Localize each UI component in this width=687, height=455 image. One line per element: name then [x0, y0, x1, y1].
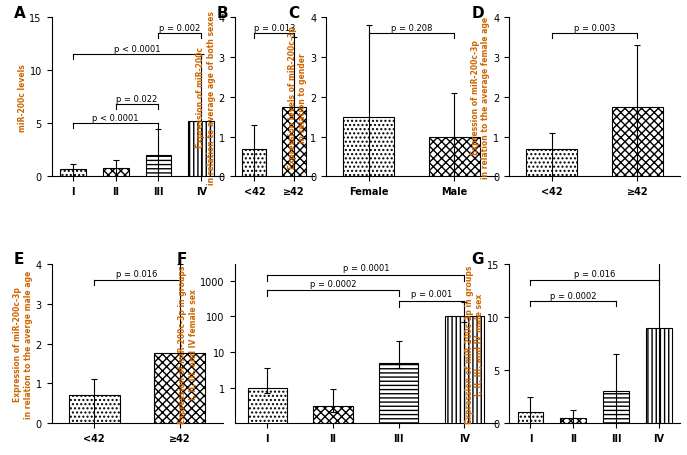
Bar — [611, 107, 663, 177]
Bar — [103, 168, 128, 177]
Bar — [343, 117, 394, 177]
Y-axis label: Expression levels of miR-200c-3p
in relation to gender: Expression levels of miR-200c-3p in rela… — [288, 26, 307, 169]
Bar — [282, 107, 306, 177]
Y-axis label: Expression of miR-200c-3p
in relation to the average female age: Expression of miR-200c-3p in relation to… — [471, 17, 491, 178]
Text: p < 0.0001: p < 0.0001 — [93, 114, 139, 123]
Text: p = 0.0001: p = 0.0001 — [343, 264, 389, 273]
Text: p = 0.208: p = 0.208 — [391, 24, 432, 33]
Text: p = 0.003: p = 0.003 — [574, 24, 616, 33]
Text: p = 0.001: p = 0.001 — [411, 290, 452, 299]
Bar — [313, 406, 352, 455]
Bar — [146, 156, 171, 177]
Y-axis label: Expression of miR-200c-3p
in relation to the averge male age: Expression of miR-200c-3p in relation to… — [13, 270, 33, 418]
Text: F: F — [177, 252, 187, 267]
Bar — [243, 149, 267, 177]
Bar — [517, 413, 543, 423]
Y-axis label: Expression of miR-200c-3p in groups
I, II, III, and IV male sex: Expression of miR-200c-3p in groups I, I… — [465, 265, 484, 423]
Text: E: E — [14, 252, 24, 267]
Bar — [60, 170, 86, 177]
Bar — [379, 363, 418, 455]
Text: C: C — [289, 5, 300, 20]
Bar — [154, 354, 205, 423]
Y-axis label: Expression of miR-200c-3p in groups
I, II, III, and IV female sex: Expression of miR-200c-3p in groups I, I… — [178, 265, 198, 423]
Bar — [561, 418, 586, 423]
Text: B: B — [217, 5, 229, 20]
Bar — [188, 122, 214, 177]
Bar — [429, 137, 480, 177]
Text: A: A — [14, 5, 25, 20]
Bar — [248, 388, 287, 455]
Y-axis label: miR-200c levels: miR-200c levels — [18, 64, 27, 131]
Y-axis label: Expression of miR-200c
in relation to average age of both sexes: Expression of miR-200c in relation to av… — [196, 11, 216, 184]
Text: p = 0.013: p = 0.013 — [254, 24, 295, 33]
Text: p = 0.016: p = 0.016 — [116, 270, 158, 279]
Text: D: D — [471, 5, 484, 20]
Bar — [69, 395, 120, 423]
Text: p = 0.0002: p = 0.0002 — [550, 291, 596, 300]
Bar — [603, 391, 629, 423]
Text: p = 0.002: p = 0.002 — [159, 24, 201, 33]
Bar — [646, 328, 672, 423]
Text: p = 0.0002: p = 0.0002 — [310, 279, 357, 288]
Text: p = 0.016: p = 0.016 — [574, 270, 616, 279]
Text: p < 0.0001: p < 0.0001 — [114, 45, 160, 54]
Bar — [526, 149, 578, 177]
Text: G: G — [471, 252, 484, 267]
Text: p = 0.022: p = 0.022 — [116, 95, 158, 104]
Bar — [444, 317, 484, 455]
